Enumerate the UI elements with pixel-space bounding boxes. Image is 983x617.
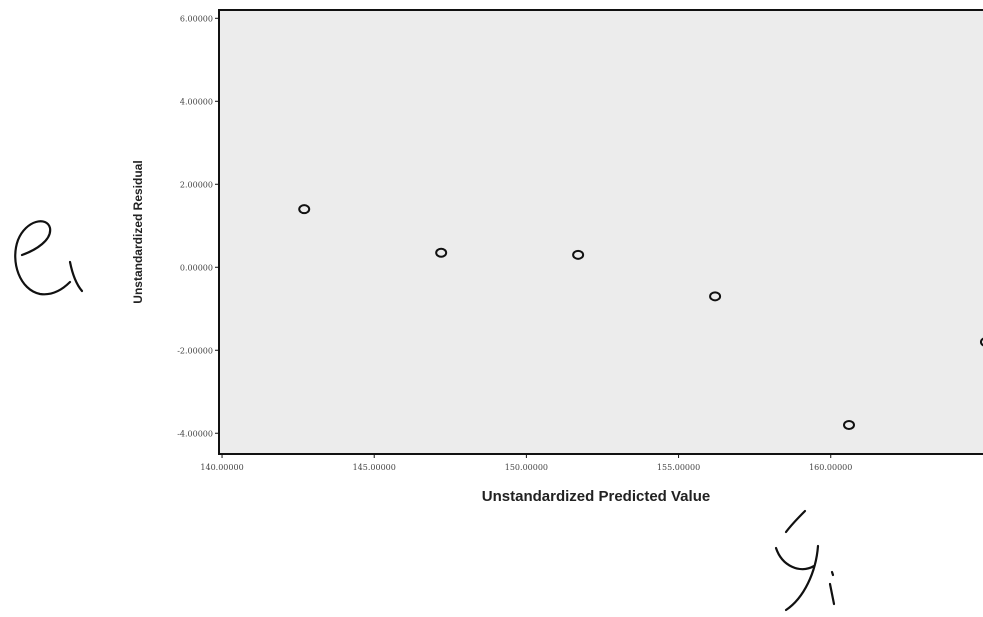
x-axis-title: Unstandardized Predicted Value [482,488,710,505]
handwritten-hat [784,509,807,534]
x-tick-label: 155.00000 [657,463,700,472]
y-tick-label: 0.00000 [180,263,213,272]
x-tick-label: 145.00000 [353,463,396,472]
x-tick-label: 140.00000 [200,463,243,472]
x-axis: 140.00000 145.00000 150.00000 155.00000 160.… [200,454,852,472]
handwritten-y [774,544,820,612]
y-tick-label: 6.00000 [180,14,213,23]
handwritten-i-subscript [68,260,84,293]
handwritten-i-subscript-2 [828,570,836,606]
data-point [709,291,722,302]
y-tick-label: -4.00000 [177,429,213,438]
y-tick-label: -2.00000 [177,346,213,355]
x-tick-label: 150.00000 [505,463,548,472]
data-points [298,204,983,430]
handwritten-e [14,220,72,296]
data-point [435,247,448,258]
x-tick-label: 160.00000 [809,463,852,472]
y-axis-title: Unstandardized Residual [131,160,145,303]
data-point [298,204,311,215]
data-point [843,419,855,430]
data-point [572,249,585,260]
plot-area [218,9,983,455]
y-tick-label: 4.00000 [180,97,213,106]
data-point [979,337,983,347]
y-tick-label: 2.00000 [180,180,213,189]
y-axis: -4.00000 -2.00000 0.00000 2.00000 4.00000 6.0… [177,14,219,438]
